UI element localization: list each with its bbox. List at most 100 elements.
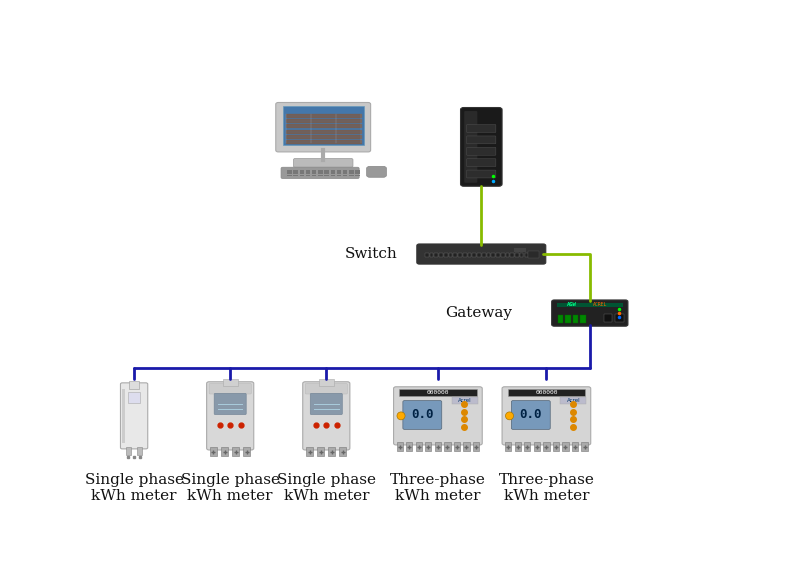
Bar	[343, 173, 347, 174]
FancyBboxPatch shape	[121, 383, 148, 449]
Bar	[458, 253, 462, 257]
Bar	[337, 174, 341, 176]
Bar	[343, 170, 347, 172]
Bar	[444, 442, 450, 451]
FancyBboxPatch shape	[464, 111, 478, 183]
Bar	[454, 253, 457, 257]
FancyBboxPatch shape	[466, 147, 496, 155]
Bar	[505, 442, 511, 451]
Bar	[510, 253, 514, 257]
Bar	[330, 173, 335, 174]
Bar	[434, 253, 438, 257]
Bar	[406, 442, 413, 451]
FancyBboxPatch shape	[294, 158, 353, 167]
FancyBboxPatch shape	[276, 102, 370, 152]
Text: Gateway: Gateway	[446, 306, 512, 320]
Bar	[328, 448, 335, 456]
Bar	[558, 315, 563, 323]
Bar	[312, 173, 316, 174]
Bar	[491, 253, 495, 257]
Bar	[339, 448, 346, 456]
Text: Single phase
kWh meter: Single phase kWh meter	[85, 473, 184, 503]
Bar	[524, 442, 530, 451]
FancyBboxPatch shape	[461, 107, 502, 186]
Bar	[439, 253, 443, 257]
Bar	[397, 442, 403, 451]
FancyBboxPatch shape	[281, 167, 359, 178]
Bar	[318, 174, 322, 176]
Bar	[330, 174, 335, 176]
Bar	[514, 248, 526, 252]
Bar	[350, 174, 354, 176]
FancyBboxPatch shape	[417, 244, 546, 264]
Bar	[572, 442, 578, 451]
Bar	[562, 442, 569, 451]
Text: Single phase
kWh meter: Single phase kWh meter	[277, 473, 376, 503]
Bar	[355, 174, 360, 176]
Bar	[604, 314, 613, 322]
Bar	[294, 174, 298, 176]
Text: AGW: AGW	[566, 302, 576, 307]
Bar	[496, 253, 500, 257]
Bar	[425, 253, 429, 257]
Bar	[232, 448, 239, 456]
FancyBboxPatch shape	[466, 170, 496, 178]
Bar	[454, 442, 460, 451]
Bar	[355, 173, 360, 174]
Bar	[426, 442, 431, 451]
Bar	[463, 253, 466, 257]
Bar	[473, 442, 479, 451]
FancyBboxPatch shape	[502, 387, 590, 445]
Bar	[416, 442, 422, 451]
FancyBboxPatch shape	[209, 383, 251, 394]
Bar	[514, 442, 521, 451]
Bar	[615, 314, 623, 322]
Bar	[126, 446, 131, 456]
Bar	[582, 442, 588, 451]
FancyBboxPatch shape	[366, 166, 386, 177]
Bar	[129, 381, 139, 389]
Bar	[312, 174, 316, 176]
Bar	[452, 397, 478, 404]
Bar	[399, 390, 477, 396]
Bar	[325, 174, 329, 176]
Bar	[482, 253, 486, 257]
Bar	[221, 448, 228, 456]
Bar	[287, 174, 291, 176]
Bar	[543, 442, 550, 451]
Bar	[472, 253, 476, 257]
Text: 000000: 000000	[426, 390, 449, 395]
FancyBboxPatch shape	[466, 136, 496, 144]
Bar	[222, 379, 238, 386]
Bar	[210, 448, 217, 456]
Ellipse shape	[506, 412, 514, 420]
FancyBboxPatch shape	[403, 400, 442, 429]
Bar	[444, 253, 447, 257]
Text: 0.0: 0.0	[411, 408, 434, 421]
Text: Acrel: Acrel	[566, 398, 580, 403]
Bar	[508, 390, 585, 396]
Bar	[287, 173, 291, 174]
Bar	[486, 253, 490, 257]
Bar	[449, 253, 452, 257]
Text: ACREL: ACREL	[593, 302, 607, 307]
Bar	[300, 170, 304, 172]
FancyBboxPatch shape	[466, 124, 496, 132]
FancyBboxPatch shape	[466, 158, 496, 166]
Text: Switch: Switch	[345, 247, 398, 261]
Bar	[463, 442, 470, 451]
Bar	[477, 253, 481, 257]
FancyBboxPatch shape	[511, 400, 550, 429]
Bar	[557, 303, 623, 307]
Bar	[287, 170, 291, 172]
FancyBboxPatch shape	[302, 382, 350, 450]
Bar	[128, 392, 140, 403]
Bar	[528, 250, 539, 258]
Bar	[435, 442, 441, 451]
Bar	[355, 170, 360, 172]
Bar	[294, 170, 298, 172]
Ellipse shape	[397, 412, 405, 420]
Bar	[243, 448, 250, 456]
Bar	[530, 253, 533, 257]
Bar	[525, 253, 528, 257]
